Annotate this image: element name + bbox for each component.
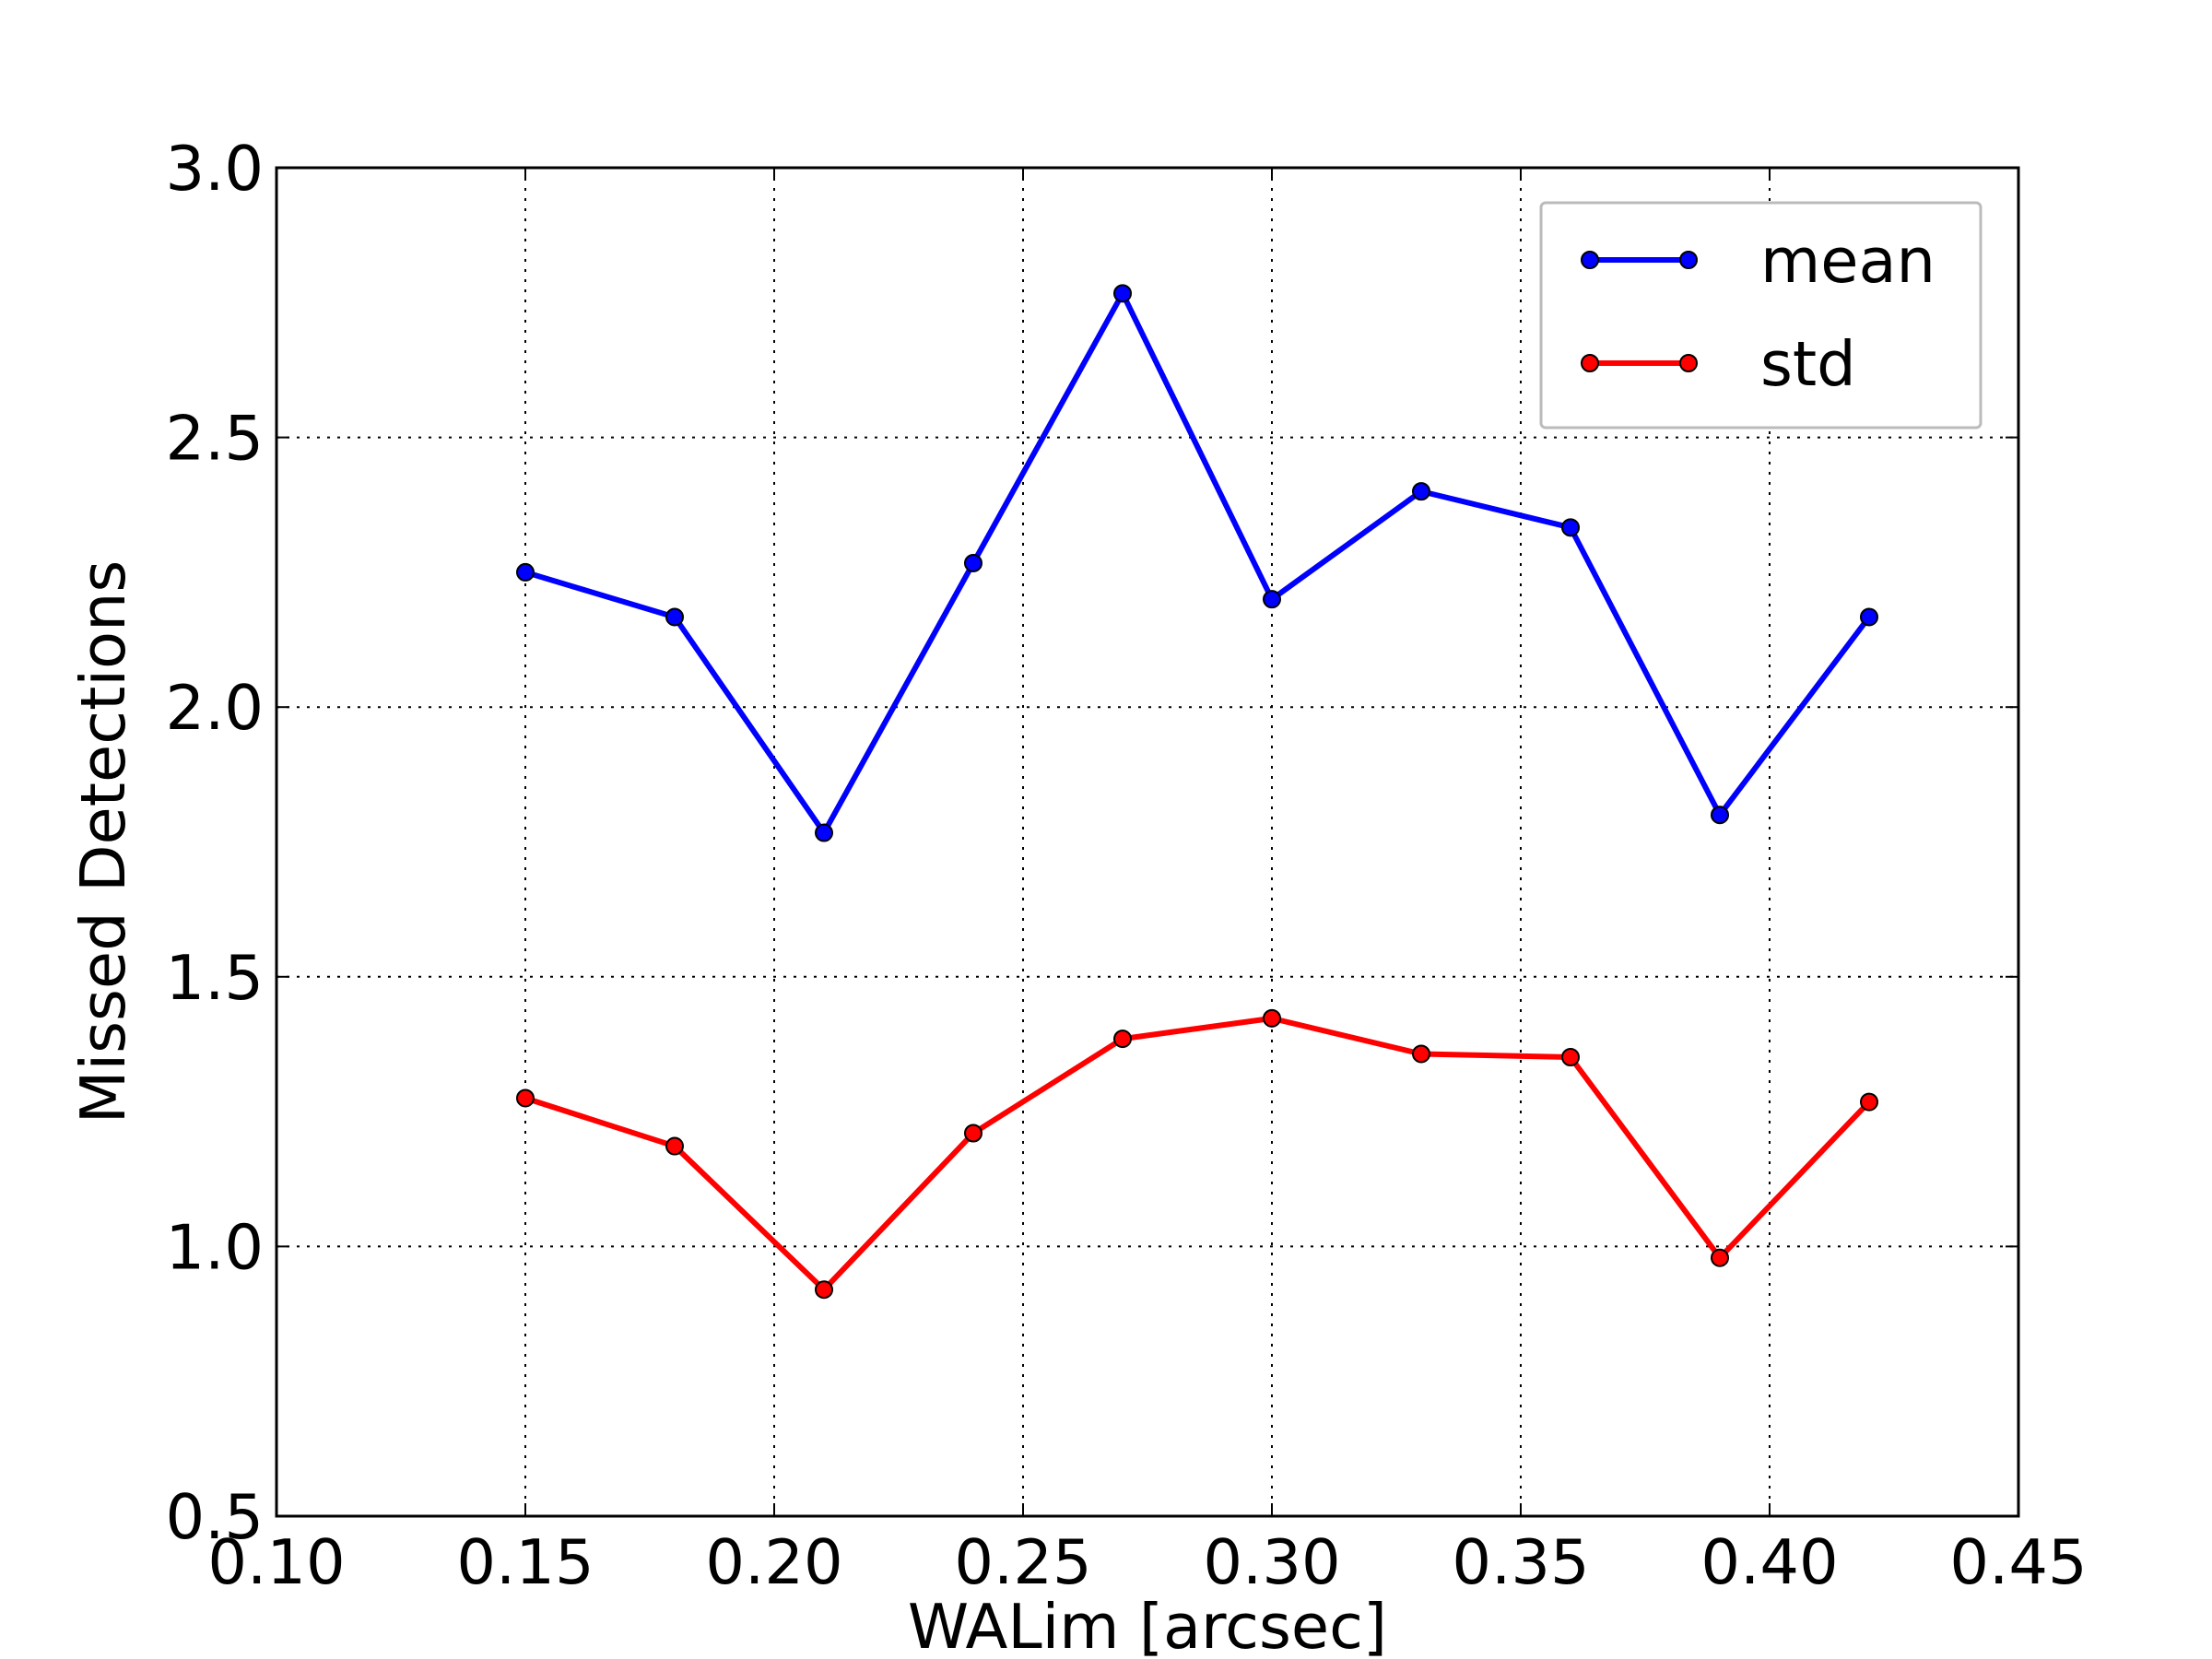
data-point-std bbox=[1561, 1047, 1580, 1066]
y-tick-labels: 0.5 1.0 1.5 2.0 2.5 3.0 bbox=[165, 133, 264, 1553]
x-tick-label: 0.30 bbox=[1203, 1526, 1340, 1598]
data-point-std bbox=[815, 1280, 833, 1300]
data-point-mean bbox=[1860, 607, 1878, 627]
series-layer bbox=[516, 284, 1878, 1300]
data-point-mean bbox=[1412, 482, 1430, 501]
y-tick-label: 3.0 bbox=[165, 133, 264, 205]
data-point-mean bbox=[1263, 590, 1281, 609]
data-point-std bbox=[1113, 1030, 1132, 1049]
plot-frame bbox=[275, 166, 2020, 1518]
x-tick-label: 0.15 bbox=[456, 1526, 594, 1598]
x-tick-label: 0.45 bbox=[1949, 1526, 2087, 1598]
data-point-mean bbox=[815, 823, 833, 842]
data-point-mean bbox=[1711, 806, 1729, 825]
legend-marker bbox=[1679, 251, 1698, 269]
data-point-std bbox=[964, 1124, 982, 1143]
series-line-std bbox=[524, 1015, 1872, 1293]
y-tick-label: 1.0 bbox=[165, 1211, 264, 1283]
legend-entry-mean: mean bbox=[1581, 225, 1936, 297]
data-point-std bbox=[1860, 1092, 1878, 1112]
legend-marker bbox=[1581, 354, 1599, 372]
legend-marker bbox=[1581, 251, 1599, 269]
series-mean bbox=[516, 284, 1878, 842]
data-point-mean bbox=[1561, 518, 1580, 537]
legend-label: std bbox=[1760, 328, 1856, 400]
legend-entry-std: std bbox=[1581, 328, 1856, 400]
data-point-std bbox=[1263, 1008, 1281, 1028]
data-point-std bbox=[516, 1088, 535, 1108]
series-std bbox=[516, 1008, 1878, 1300]
legend-marker bbox=[1679, 354, 1698, 372]
series-line-mean bbox=[524, 290, 1872, 836]
data-point-mean bbox=[516, 562, 535, 582]
x-tick-label: 0.40 bbox=[1700, 1526, 1838, 1598]
y-axis-title: Missed Detections bbox=[67, 560, 139, 1124]
data-point-mean bbox=[964, 553, 982, 572]
data-point-std bbox=[1711, 1248, 1729, 1267]
y-tick-label: 2.0 bbox=[165, 672, 264, 744]
legend-label: mean bbox=[1760, 225, 1936, 297]
data-point-std bbox=[665, 1136, 684, 1156]
legend: mean std bbox=[1539, 201, 1983, 429]
x-tick-labels: 0.10 0.15 0.20 0.25 0.30 0.35 0.40 0.45 bbox=[207, 1526, 2087, 1598]
y-tick-label: 0.5 bbox=[165, 1481, 264, 1553]
y-tick-label: 2.5 bbox=[165, 403, 264, 475]
x-tick-label: 0.10 bbox=[207, 1526, 345, 1598]
x-tick-label: 0.20 bbox=[705, 1526, 842, 1598]
x-tick-label: 0.25 bbox=[954, 1526, 1091, 1598]
data-point-mean bbox=[1113, 284, 1132, 303]
x-axis-title: WALim [arcsec] bbox=[908, 1591, 1387, 1659]
x-tick-label: 0.35 bbox=[1452, 1526, 1589, 1598]
y-tick-label: 1.5 bbox=[165, 942, 264, 1014]
data-point-std bbox=[1412, 1044, 1430, 1064]
data-point-mean bbox=[665, 607, 684, 627]
tick-marks bbox=[276, 167, 2019, 1517]
